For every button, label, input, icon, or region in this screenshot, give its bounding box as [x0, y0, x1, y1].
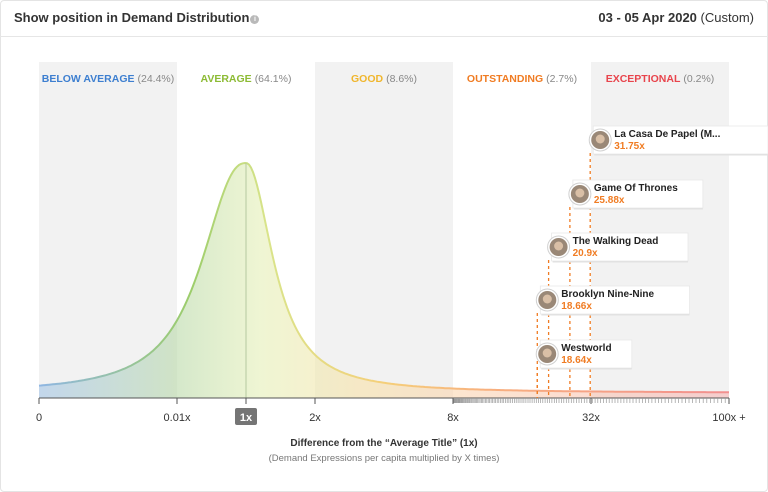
- x-axis-label: Difference from the “Average Title” (1x): [290, 438, 478, 449]
- show-title: Westworld: [561, 343, 611, 354]
- band-name: BELOW AVERAGE: [42, 73, 135, 85]
- band-name: AVERAGE: [201, 73, 252, 85]
- show-avatar-face: [542, 348, 552, 358]
- x-tick-label: 32x: [582, 412, 600, 424]
- show-card-shadow: [594, 154, 768, 156]
- x-tick-label: 2x: [309, 412, 321, 424]
- band-label-2: GOOD (8.6%): [351, 73, 417, 85]
- x-tick-label: 0: [36, 412, 42, 424]
- x-tick-label: 100x +: [712, 412, 745, 424]
- show-card: [592, 125, 768, 155]
- band-name: OUTSTANDING: [467, 73, 543, 85]
- show-title: La Casa De Papel (M...: [614, 129, 720, 140]
- curve-line: [38, 161, 729, 394]
- show-avatar-face: [554, 241, 564, 251]
- widget-header: Show position in Demand Distribution i 03…: [0, 0, 768, 37]
- curve-area: [39, 163, 729, 398]
- show-avatar-face: [595, 134, 605, 144]
- x-tick-label: 0.01x: [164, 412, 191, 424]
- show-card-shadow: [541, 368, 632, 370]
- show-avatar-face: [575, 188, 585, 198]
- show-card-shadow: [573, 208, 703, 210]
- band-share: (0.2%): [683, 73, 714, 85]
- band-share: (64.1%): [255, 73, 292, 85]
- x-tick-label: 8x: [447, 412, 459, 424]
- show-card-shadow: [552, 261, 688, 263]
- band-share: (2.7%): [546, 73, 577, 85]
- show-multiplier: 25.88x: [594, 195, 625, 206]
- band-label-1: AVERAGE (64.1%): [201, 73, 292, 85]
- show-multiplier: 31.75x: [614, 141, 645, 152]
- x-axis-sublabel: (Demand Expressions per capita multiplie…: [268, 453, 500, 464]
- show-multiplier: 18.66x: [561, 301, 592, 312]
- show-avatar-face: [542, 294, 552, 304]
- info-icon[interactable]: i: [250, 15, 260, 24]
- band-name: EXCEPTIONAL: [606, 73, 681, 85]
- show-title: Game Of Thrones: [594, 183, 678, 194]
- show-card: [551, 232, 689, 262]
- show-marker: La Casa De Papel (M...31.75x: [588, 125, 768, 156]
- band-label-4: EXCEPTIONAL (0.2%): [606, 73, 715, 85]
- show-card-shadow: [541, 314, 690, 316]
- band-label-0: BELOW AVERAGE (24.4%): [42, 73, 175, 85]
- average-tick-badge: [235, 408, 257, 425]
- widget-title: Show position in Demand Distribution i: [14, 10, 260, 25]
- show-multiplier: 18.64x: [561, 355, 592, 366]
- show-title: The Walking Dead: [573, 236, 659, 247]
- band-label-3: OUTSTANDING (2.7%): [467, 73, 577, 85]
- date-range[interactable]: 03 - 05 Apr 2020 (Custom): [598, 10, 754, 25]
- show-title: Brooklyn Nine-Nine: [561, 289, 654, 300]
- show-multiplier: 20.9x: [573, 248, 598, 259]
- band-name: GOOD: [351, 73, 384, 85]
- show-card: [572, 179, 704, 209]
- x-tick-label: 1x: [240, 412, 253, 424]
- show-card: [539, 285, 690, 315]
- band-bg-0: [39, 62, 177, 398]
- band-share: (24.4%): [138, 73, 175, 85]
- band-share: (8.6%): [386, 73, 417, 85]
- band-bg-2: [315, 62, 453, 398]
